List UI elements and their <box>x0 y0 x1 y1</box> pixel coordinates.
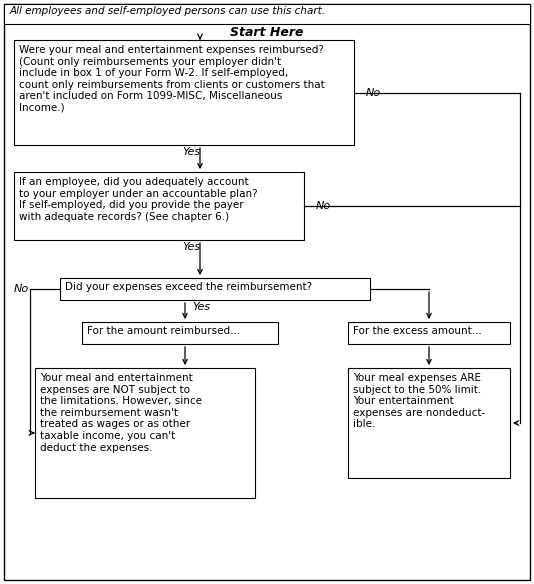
Text: Yes: Yes <box>182 242 200 252</box>
Bar <box>14 40 354 145</box>
Text: Your meal and entertainment
expenses are NOT subject to
the limitations. However: Your meal and entertainment expenses are… <box>40 373 202 453</box>
Text: Did your expenses exceed the reimbursement?: Did your expenses exceed the reimburseme… <box>65 282 312 292</box>
Bar <box>60 278 370 300</box>
Bar <box>4 4 530 24</box>
Text: Start Here: Start Here <box>230 26 304 39</box>
Text: No: No <box>14 284 29 294</box>
Text: If an employee, did you adequately account
to your employer under an accountable: If an employee, did you adequately accou… <box>19 177 257 222</box>
Bar <box>35 368 255 498</box>
Bar <box>14 172 304 240</box>
Text: All employees and self-employed persons can use this chart.: All employees and self-employed persons … <box>10 6 326 16</box>
Text: For the excess amount...: For the excess amount... <box>353 326 482 336</box>
Text: For the amount reimbursed...: For the amount reimbursed... <box>87 326 240 336</box>
Text: Yes: Yes <box>182 147 200 157</box>
Text: No: No <box>316 201 331 211</box>
Text: Were your meal and entertainment expenses reimbursed?
(Count only reimbursements: Were your meal and entertainment expense… <box>19 45 325 113</box>
Text: No: No <box>366 88 381 98</box>
Text: Your meal expenses ARE
subject to the 50% limit.
Your entertainment
expenses are: Your meal expenses ARE subject to the 50… <box>353 373 485 429</box>
Bar <box>348 322 510 344</box>
Bar <box>82 322 278 344</box>
Text: Yes: Yes <box>192 302 210 312</box>
Bar <box>348 368 510 478</box>
